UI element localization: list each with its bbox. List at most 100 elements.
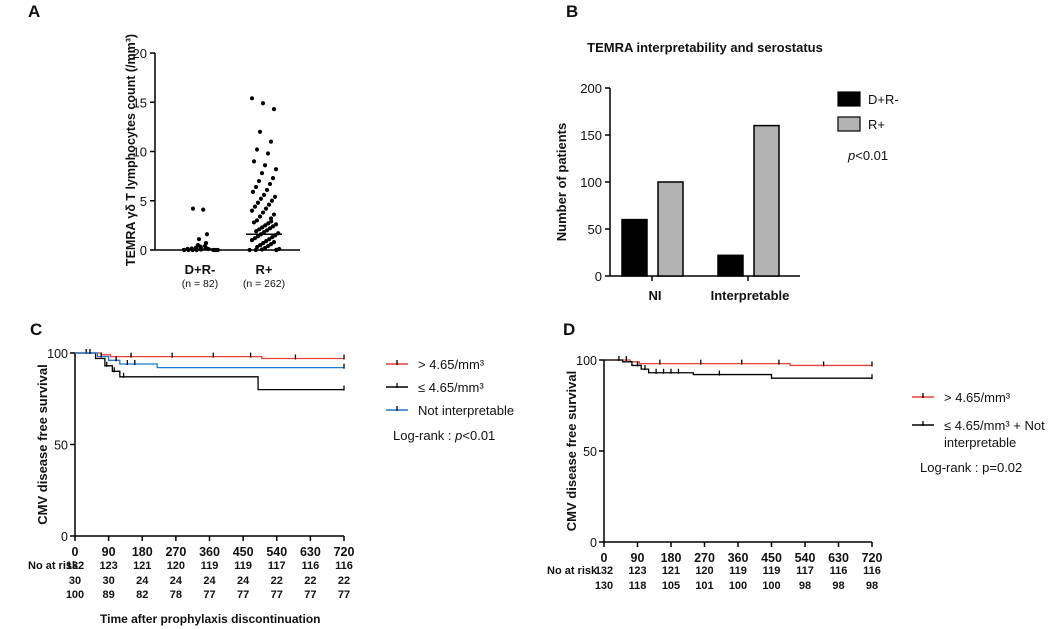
a-point-R+	[274, 247, 279, 253]
c-risk-value-2: 77	[304, 589, 316, 601]
a-point-R+	[270, 175, 276, 181]
a-point-R+	[267, 237, 272, 242]
c-x-tick-label: 180	[132, 545, 153, 559]
d-risk-value-0: 117	[796, 565, 814, 577]
d-risk-value-1: 100	[762, 580, 780, 592]
b-x-tick-label: NI	[649, 288, 662, 303]
b-y-tick-label: 50	[588, 222, 602, 237]
c-x-tick-label: 450	[233, 545, 254, 559]
a-point-R+	[264, 187, 270, 193]
a-point-R+	[272, 194, 278, 199]
c-risk-value-2: 82	[136, 589, 148, 601]
d-x-tick-label: 360	[728, 551, 749, 565]
a-point-R+	[250, 189, 256, 194]
a-point-D+R-	[201, 207, 206, 212]
a-point-R+	[260, 101, 266, 106]
d-risk-value-1: 101	[695, 580, 713, 592]
c-risk-value-1: 24	[203, 575, 216, 587]
c-risk-value-0: 132	[66, 560, 84, 572]
d-risk-value-0: 120	[695, 565, 713, 577]
d-y-tick-label: 100	[576, 354, 597, 368]
d-y-axis-label: CMV disease free survival	[564, 371, 579, 531]
d-risk-value-0: 116	[863, 565, 881, 577]
a-y-tick-label: 15	[133, 95, 147, 110]
c-risk-label: No at risk	[28, 560, 79, 572]
a-point-R+	[261, 192, 267, 197]
d-risk-value-1: 105	[662, 580, 680, 592]
b-legend-label: D+R-	[868, 92, 899, 107]
d-x-tick-label: 720	[862, 551, 883, 565]
c-risk-value-0: 117	[268, 560, 286, 572]
panel-letter-D: D	[563, 320, 575, 339]
a-point-R+	[258, 242, 263, 248]
d-curve-1	[604, 359, 872, 379]
a-point-R+	[263, 206, 269, 211]
c-risk-value-2: 77	[338, 589, 350, 601]
a-point-R+	[267, 226, 273, 231]
a-point-R+	[253, 184, 259, 190]
d-x-tick-label: 180	[661, 551, 682, 565]
c-x-axis-label: Time after prophylaxis discontinuation	[100, 612, 320, 626]
d-risk-value-1: 130	[595, 580, 613, 592]
a-point-R+	[258, 196, 264, 201]
d-risk-value-1: 98	[799, 580, 811, 592]
c-risk-value-2: 78	[170, 589, 182, 601]
c-y-tick-label: 50	[54, 439, 68, 453]
a-point-R+	[271, 240, 277, 245]
a-y-tick-label: 5	[140, 194, 147, 209]
a-point-R+	[249, 96, 255, 101]
c-risk-value-2: 100	[66, 589, 84, 601]
d-risk-value-0: 116	[830, 565, 848, 577]
c-y-tick-label: 100	[47, 347, 68, 361]
a-point-R+	[249, 238, 255, 243]
a-point-R+	[263, 223, 268, 228]
a-group-n: (n = 82)	[182, 278, 218, 290]
c-risk-value-1: 22	[338, 575, 350, 587]
a-point-R+	[264, 228, 270, 233]
a-point-R+	[249, 208, 255, 213]
d-risk-value-0: 119	[729, 565, 747, 577]
a-point-R+	[273, 167, 279, 172]
d-x-tick-label: 270	[694, 551, 715, 565]
c-risk-value-0: 116	[302, 560, 320, 572]
a-point-R+	[266, 221, 271, 226]
c-risk-value-2: 89	[103, 589, 115, 601]
a-point-R+	[254, 147, 260, 152]
d-logrank: Log-rank : p=0.02	[920, 460, 1022, 475]
c-legend-label-1: ≤ 4.65/mm³	[418, 380, 484, 395]
panel-letter-A: A	[28, 2, 40, 21]
d-legend-label-0: > 4.65/mm³	[944, 390, 1011, 405]
b-bar-D+R--NI	[621, 218, 648, 277]
d-risk-value-0: 121	[662, 565, 680, 577]
a-point-R+	[260, 210, 266, 215]
b-bar-R+-NI	[657, 181, 684, 277]
c-risk-value-1: 24	[237, 575, 250, 587]
c-risk-value-0: 119	[201, 560, 219, 572]
a-point-R+	[261, 230, 267, 235]
d-risk-value-0: 123	[628, 565, 646, 577]
a-y-tick-label: 0	[140, 243, 147, 258]
b-x-tick-label: Interpretable	[711, 288, 790, 303]
a-point-R+	[260, 225, 265, 230]
panel-letter-B: B	[566, 2, 578, 21]
a-point-R+	[269, 198, 275, 203]
a-point-R+	[265, 243, 271, 249]
a-point-R+	[259, 247, 265, 252]
d-x-tick-label: 450	[761, 551, 782, 565]
a-point-R+	[257, 227, 262, 232]
d-risk-label: No at risk	[547, 565, 598, 577]
panel-letter-C: C	[30, 320, 42, 339]
c-x-tick-label: 720	[334, 545, 355, 559]
b-y-tick-label: 150	[580, 128, 602, 143]
d-legend-label-1: ≤ 4.65/mm³ + Not	[944, 418, 1045, 433]
a-point-R+	[270, 224, 276, 229]
a-y-tick-label: 20	[133, 46, 147, 61]
c-risk-value-2: 77	[271, 589, 283, 601]
c-risk-value-0: 120	[167, 560, 185, 572]
a-y-tick-label: 10	[133, 145, 147, 160]
c-x-tick-label: 90	[102, 545, 116, 559]
c-risk-value-1: 22	[271, 575, 283, 587]
b-p-value: p<0.01	[847, 148, 888, 163]
d-x-tick-label: 630	[828, 551, 849, 565]
